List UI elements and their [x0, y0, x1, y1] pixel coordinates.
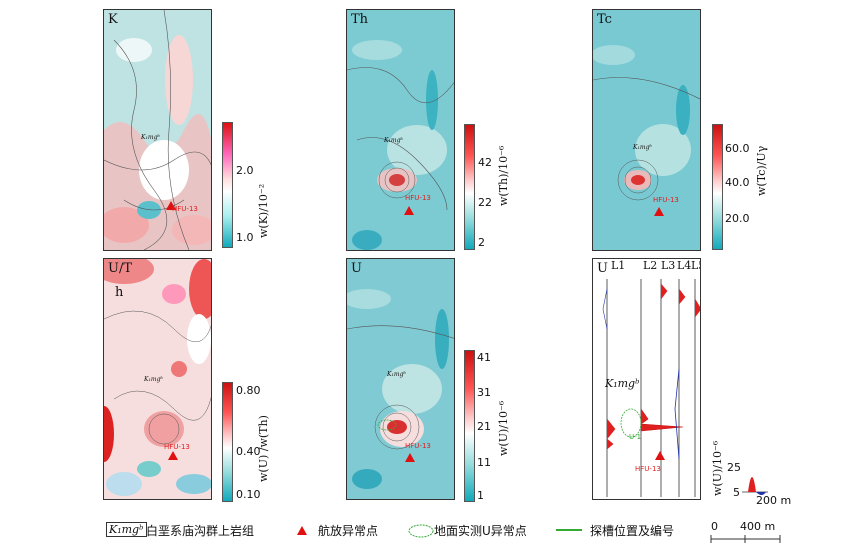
- legend-scale-end: 400 m: [740, 520, 776, 533]
- ut-tick: 0.80: [236, 384, 261, 397]
- air-anomaly-marker: [168, 451, 178, 460]
- legend-ground-anomaly-icon: [408, 524, 434, 538]
- tc-tick: 40.0: [725, 176, 750, 189]
- u-unit-label: w(U)/10⁻⁶: [497, 400, 510, 456]
- legend-trench: 探槽位置及编号: [590, 524, 675, 538]
- air-anomaly-marker: [654, 207, 664, 216]
- u-contour-map: [347, 259, 454, 499]
- ut-tick: 0.10: [236, 488, 261, 501]
- anomaly-label: HFU-13: [172, 205, 198, 213]
- air-anomaly-marker: [655, 451, 665, 460]
- legend-scale-bar: [710, 535, 781, 543]
- panel-title: Th: [351, 12, 369, 27]
- ground-anomaly-label: U-1: [629, 433, 642, 441]
- air-anomaly-marker: [166, 201, 176, 210]
- tc-colorbar: [712, 124, 723, 250]
- th-tick: 42: [478, 156, 492, 169]
- panel-title: U: [597, 261, 608, 276]
- tc-tick: 60.0: [725, 142, 750, 155]
- profile-distance: 200 m: [756, 494, 792, 507]
- k-unit-label: w(K)/10⁻²: [257, 183, 270, 238]
- k-colorbar: [222, 122, 233, 248]
- u-tick: 21: [477, 420, 491, 433]
- ut-contour-map: [104, 259, 211, 499]
- ut-tick: 0.40: [236, 445, 261, 458]
- rock-label: K₁mgᵇ: [633, 144, 652, 151]
- legend-ground-anomaly: 地面实测U异常点: [434, 524, 527, 538]
- th-contour-map: [347, 10, 454, 250]
- tc-tick: 20.0: [725, 212, 750, 225]
- line-label: L2: [643, 259, 658, 272]
- anomaly-label: HFU-13: [164, 443, 190, 451]
- profile-unit-label: w(U)/10⁻⁶: [711, 440, 724, 496]
- u-tick: 1: [477, 489, 484, 502]
- ut-colorbar: [222, 382, 233, 502]
- k-contour-map: [104, 10, 211, 250]
- legend-trench-icon: [556, 529, 582, 531]
- anomaly-label: HFU-13: [405, 442, 431, 450]
- panel-subtitle: h: [115, 285, 124, 300]
- legend-air-anomaly-icon: [297, 526, 307, 535]
- panel-title: U/T: [108, 261, 133, 276]
- profile-tick: 5: [733, 486, 740, 499]
- panel-title: K: [108, 12, 118, 27]
- line-label: L5: [691, 259, 700, 272]
- u-colorbar: [464, 350, 475, 502]
- rock-label: K₁mgᵇ: [141, 134, 160, 141]
- panel-title: U: [351, 261, 362, 276]
- map-panel-u: U K₁mgᵇ HFU-13: [346, 258, 455, 500]
- u-profile-lines: [602, 279, 700, 497]
- th-colorbar: [464, 124, 475, 250]
- map-panel-th: Th K₁mgᵇ HFU-13: [346, 9, 455, 251]
- u-tick: 41: [477, 351, 491, 364]
- th-unit-label: w(Th)/10⁻⁶: [497, 145, 510, 206]
- legend-rock-text: 白垩系庙沟群上岩组: [146, 524, 255, 538]
- map-panel-k: K K₁mgᵇ HFU-13: [103, 9, 212, 251]
- profile-tick: 25: [727, 461, 741, 474]
- rock-label: K₁mgᵇ: [605, 377, 640, 390]
- panel-title: Tc: [597, 12, 612, 27]
- line-label: L1: [611, 259, 626, 272]
- ut-unit-label: w(U) /w(Th): [257, 415, 270, 482]
- profile-scale-glyph: [742, 477, 768, 495]
- legend-scale-start: 0: [711, 520, 718, 533]
- map-panel-tc: Tc K₁mgᵇ HFU-13: [592, 9, 701, 251]
- th-tick: 22: [478, 196, 492, 209]
- rock-label: K₁mgᵇ: [387, 371, 406, 378]
- tc-contour-map: [593, 10, 700, 250]
- th-tick: 2: [478, 236, 485, 249]
- anomaly-label: HFU-13: [635, 465, 661, 473]
- map-panel-ut: U/T h K₁mgᵇ HFU-13: [103, 258, 212, 500]
- line-label: L3: [661, 259, 676, 272]
- air-anomaly-marker: [404, 206, 414, 215]
- line-label: L4: [677, 259, 692, 272]
- map-panel-u-profiles: U L1 L2 L3 L4 L5 K₁mgᵇ U-1 HFU-13: [592, 258, 701, 500]
- rock-label: K₁mgᵇ: [144, 376, 163, 383]
- tc-unit-label: w(Tc)/Uγ: [755, 145, 768, 196]
- k-tick: 1.0: [236, 231, 254, 244]
- k-tick: 2.0: [236, 164, 254, 177]
- legend-rock-code: K₁mgᵇ: [106, 522, 147, 537]
- rock-label: K₁mgᵇ: [384, 137, 403, 144]
- legend-air-anomaly: 航放异常点: [318, 524, 379, 538]
- anomaly-label: HFU-13: [405, 194, 431, 202]
- air-anomaly-marker: [405, 453, 415, 462]
- anomaly-label: HFU-13: [653, 196, 679, 204]
- u-tick: 31: [477, 386, 491, 399]
- u-tick: 11: [477, 456, 491, 469]
